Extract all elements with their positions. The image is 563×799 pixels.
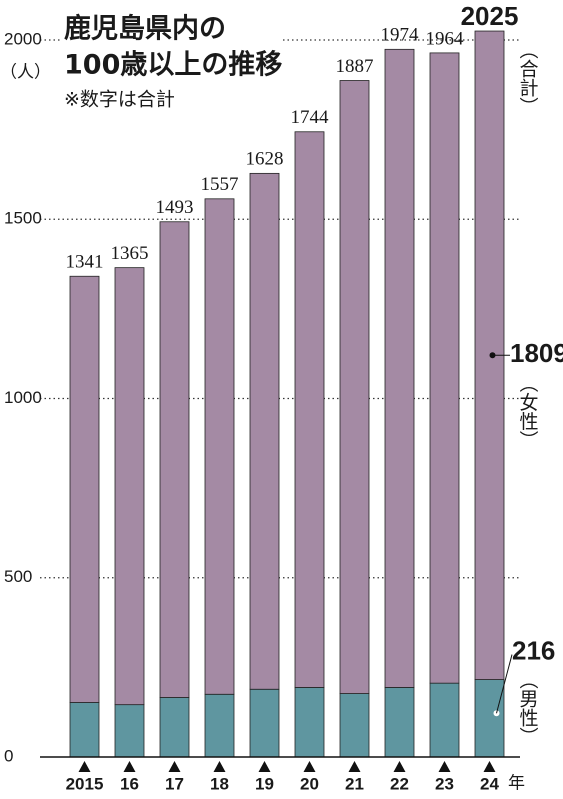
bar-segment bbox=[384, 687, 415, 758]
y-tick-label: 2000 bbox=[4, 29, 42, 48]
bar-segment bbox=[204, 693, 235, 758]
total-label: 1493 bbox=[156, 197, 194, 218]
x-marker bbox=[213, 761, 226, 772]
bar-segment bbox=[384, 48, 415, 688]
x-marker bbox=[168, 761, 181, 772]
x-marker bbox=[303, 761, 316, 772]
total-label: 2025 bbox=[461, 1, 519, 31]
series-name: （女性） bbox=[517, 373, 539, 449]
x-tick-label: 23 bbox=[435, 774, 454, 793]
x-tick-label: 18 bbox=[210, 774, 229, 793]
bar-segment bbox=[114, 704, 145, 758]
total-label: 1341 bbox=[66, 252, 104, 273]
bar-segment bbox=[294, 131, 325, 688]
chart-subtitle: ※数字は合計 bbox=[64, 89, 175, 111]
total-label: 1887 bbox=[336, 56, 374, 77]
y-tick-label: 1000 bbox=[4, 388, 42, 407]
x-tick-label: 21 bbox=[345, 774, 364, 793]
bar-segment bbox=[249, 688, 280, 758]
x-tick-label: 20 bbox=[300, 774, 319, 793]
series-value-label: 1809 bbox=[510, 338, 563, 368]
bar-segment bbox=[339, 693, 370, 758]
bar-segment bbox=[69, 702, 100, 758]
x-marker bbox=[483, 761, 496, 772]
bar-segment bbox=[474, 679, 505, 758]
total-label: 1557 bbox=[201, 174, 239, 195]
bar-segment bbox=[204, 198, 235, 695]
bar-segment bbox=[429, 52, 460, 684]
x-tick-label: 22 bbox=[390, 774, 409, 793]
x-marker bbox=[123, 761, 136, 772]
bar-segment bbox=[114, 267, 145, 706]
total-label: 1964 bbox=[426, 28, 465, 49]
x-tick-label: 17 bbox=[165, 774, 184, 793]
x-marker bbox=[393, 761, 406, 772]
x-marker bbox=[438, 761, 451, 772]
bar-segment bbox=[249, 172, 280, 690]
bar-segment bbox=[294, 687, 325, 758]
series-value-label: 216 bbox=[512, 635, 555, 665]
bar-segment bbox=[429, 682, 460, 758]
bar-segment bbox=[69, 275, 100, 703]
x-unit: 年 bbox=[508, 773, 525, 792]
x-tick-label: 24 bbox=[480, 774, 499, 793]
chart-title: 鹿児島県内の bbox=[64, 13, 226, 45]
total-label: 1628 bbox=[246, 149, 284, 170]
x-marker bbox=[258, 761, 271, 772]
x-tick-label: 2015 bbox=[66, 774, 104, 793]
y-tick-label: 500 bbox=[4, 567, 32, 586]
x-marker bbox=[78, 761, 91, 772]
y-axis-label: （人） bbox=[0, 62, 51, 81]
x-marker bbox=[348, 761, 361, 772]
x-tick-label: 19 bbox=[255, 774, 274, 793]
title-background bbox=[60, 10, 282, 122]
pointer-line bbox=[496, 654, 513, 714]
x-tick-label: 16 bbox=[120, 774, 139, 793]
total-label: 1365 bbox=[111, 243, 149, 264]
total-label: 1744 bbox=[291, 107, 330, 128]
y-tick-label: 0 bbox=[4, 746, 13, 765]
y-tick-label: 1500 bbox=[4, 209, 42, 228]
series-name: （男性） bbox=[517, 670, 539, 746]
total-name: （合計） bbox=[517, 40, 539, 116]
bar-segment bbox=[339, 80, 370, 694]
total-label: 1974 bbox=[381, 25, 420, 46]
bar-segment bbox=[159, 221, 190, 698]
bar-segment bbox=[159, 697, 190, 758]
chart-title-line2: 100歳以上の推移 bbox=[64, 50, 282, 81]
